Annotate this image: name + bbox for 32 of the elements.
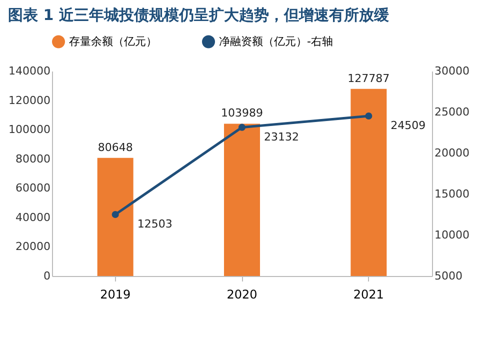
chart-title: 图表 1 近三年城投债规模仍呈扩大趋势，但增速有所放缓	[8, 6, 390, 24]
data-label: 23132	[264, 130, 299, 144]
y-tick-label: 40000	[16, 210, 50, 224]
y-tick-label: 100000	[8, 123, 50, 136]
data-label: 127787	[348, 72, 390, 85]
point	[238, 124, 246, 131]
x-tick-label: 2019	[100, 288, 131, 302]
x-tick-label: 2020	[226, 288, 258, 302]
legend-label: 净融资额（亿元）-右轴	[219, 34, 333, 48]
y-tick-label: 140000	[8, 64, 50, 78]
data-label: 103989	[221, 106, 263, 120]
legend-label: 存量余额（亿元）	[69, 34, 157, 48]
y-tick-label: 120000	[8, 94, 50, 107]
y2-tick-label: 15000	[434, 188, 470, 200]
y2-tick-label: 25000	[434, 106, 470, 118]
y-tick-label: 60000	[16, 182, 50, 195]
y2-tick-label: 30000	[434, 64, 470, 78]
bar	[350, 88, 387, 276]
data-label: 12503	[137, 217, 172, 230]
data-label: 24509	[390, 119, 426, 132]
bar	[224, 124, 260, 276]
bar	[97, 158, 134, 276]
y2-tick-label: 20000	[434, 146, 470, 160]
point	[112, 210, 119, 218]
point	[365, 112, 372, 120]
y2-tick-label: 5000	[434, 270, 462, 282]
y2-tick-label: 10000	[434, 228, 470, 242]
y-tick-label: 80000	[16, 152, 50, 166]
y-tick-label: 0	[44, 270, 50, 282]
y-tick-label: 20000	[16, 240, 50, 254]
x-tick-label: 2021	[353, 288, 384, 302]
data-label: 80648	[98, 140, 133, 154]
